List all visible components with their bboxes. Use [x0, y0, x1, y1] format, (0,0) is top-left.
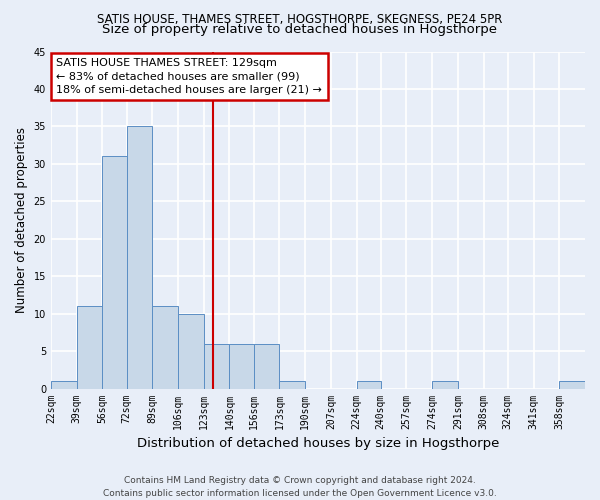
Bar	[254, 344, 280, 388]
Y-axis label: Number of detached properties: Number of detached properties	[15, 127, 28, 313]
Text: SATIS HOUSE, THAMES STREET, HOGSTHORPE, SKEGNESS, PE24 5PR: SATIS HOUSE, THAMES STREET, HOGSTHORPE, …	[97, 12, 503, 26]
Bar	[356, 381, 381, 388]
Bar	[51, 381, 77, 388]
Bar	[152, 306, 178, 388]
Bar	[559, 381, 585, 388]
Bar	[77, 306, 103, 388]
Bar	[178, 314, 204, 388]
Bar	[204, 344, 229, 388]
Text: SATIS HOUSE THAMES STREET: 129sqm
← 83% of detached houses are smaller (99)
18% : SATIS HOUSE THAMES STREET: 129sqm ← 83% …	[56, 58, 322, 94]
Bar	[280, 381, 305, 388]
Text: Size of property relative to detached houses in Hogsthorpe: Size of property relative to detached ho…	[103, 22, 497, 36]
Bar	[127, 126, 152, 388]
Bar	[432, 381, 458, 388]
Bar	[103, 156, 127, 388]
Bar	[229, 344, 254, 388]
Text: Contains HM Land Registry data © Crown copyright and database right 2024.
Contai: Contains HM Land Registry data © Crown c…	[103, 476, 497, 498]
X-axis label: Distribution of detached houses by size in Hogsthorpe: Distribution of detached houses by size …	[137, 437, 499, 450]
